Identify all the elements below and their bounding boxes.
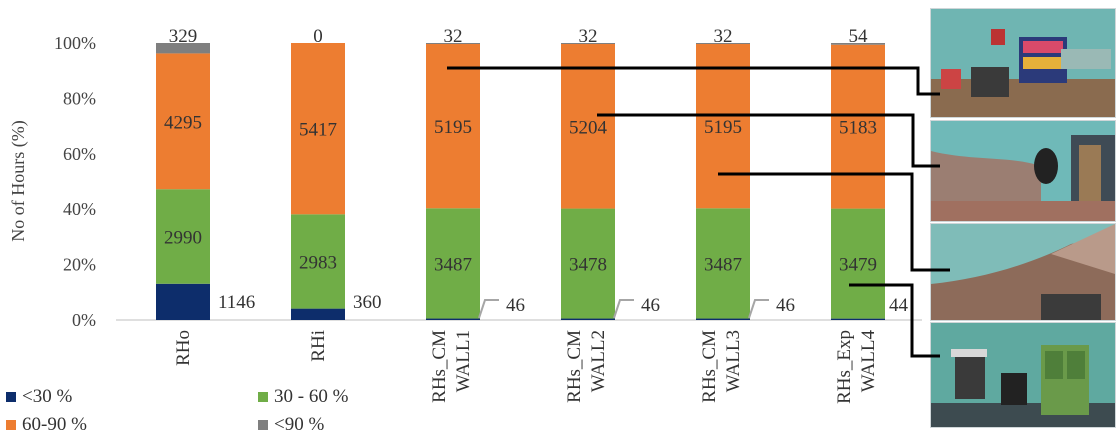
data-label-60-90: 5195	[704, 117, 742, 138]
data-label-30-60: 2990	[164, 227, 202, 248]
data-label-60-90: 5204	[569, 117, 608, 138]
data-label-gt90: 329	[169, 26, 198, 47]
data-label-lt30: 360	[353, 292, 382, 313]
bar-segment-30-60	[156, 189, 210, 284]
data-label-60-90: 5195	[434, 117, 472, 138]
data-label-gt90: 32	[579, 26, 598, 47]
y-tick-label: 60%	[63, 144, 96, 164]
data-label-lt30: 1146	[218, 292, 255, 313]
bar-segment-30-60	[291, 214, 345, 309]
legend-swatch-60-90	[6, 420, 16, 430]
stacked-bar-chart: 0% 20% 40% 60% 80% 100% 1146 2990 4295 329 360 298…	[8, 26, 922, 404]
legend-swatch-gt90	[258, 420, 268, 430]
bar-segment-lt30	[831, 318, 885, 320]
y-tick-label: 0%	[72, 310, 96, 330]
data-label-lt30: 46	[776, 295, 795, 316]
bar-segment-30-60	[426, 208, 480, 319]
bar-segment-lt30	[426, 318, 480, 320]
bar-segment-lt30	[291, 308, 345, 320]
y-tick-label: 80%	[63, 88, 96, 108]
bar-segment-gt90	[696, 43, 750, 45]
x-tick-label-line: RHi	[308, 330, 329, 362]
data-label-30-60: 3487	[434, 254, 472, 275]
legend-item-lt30: <30 %	[6, 386, 72, 408]
data-label-lt30: 44	[889, 295, 909, 316]
bar-segment-60-90	[156, 53, 210, 190]
bar-segment-lt30	[696, 318, 750, 320]
data-label-lt30: 46	[506, 295, 525, 316]
label-leader-line	[748, 299, 769, 319]
data-label-30-60: 3478	[569, 255, 607, 276]
bar-segment-lt30	[156, 283, 210, 320]
x-tick-label: RHs_CM WALL2	[564, 330, 609, 403]
y-tick-label: 100%	[54, 33, 96, 53]
chart-data-labels: 1146 2990 4295 329 360 2983 5417 0 46 3487 5195 32 4…	[164, 26, 909, 319]
data-label-gt90: 32	[714, 26, 733, 47]
wall3-photo	[930, 223, 1116, 321]
legend-item-30-60: 30 - 60 %	[258, 386, 348, 408]
wall1-photo	[930, 8, 1116, 118]
legend-label-60-90: 60-90 %	[22, 414, 87, 435]
legend-swatch-lt30	[6, 392, 16, 402]
y-tick-label: 40%	[63, 199, 96, 219]
x-tick-label-line: RHs_CM	[564, 330, 585, 403]
data-label-60-90: 4295	[164, 112, 202, 133]
legend-label-lt30: <30 %	[22, 386, 73, 407]
label-leader-line	[478, 299, 499, 319]
chart-bars	[156, 43, 885, 320]
x-tick-label-line: WALL4	[858, 330, 879, 393]
bar-segment-60-90	[291, 43, 345, 215]
x-tick-label: RHs_CM WALL1	[429, 330, 474, 403]
legend-item-gt90: <90 %	[258, 414, 324, 436]
y-tick-label: 20%	[63, 255, 96, 275]
data-label-gt90: 32	[444, 26, 463, 47]
data-label-gt90: 54	[849, 26, 869, 47]
data-label-60-90: 5417	[299, 120, 337, 141]
y-axis-title: No of Hours (%)	[8, 120, 29, 241]
data-label-30-60: 3487	[704, 254, 742, 275]
data-label-30-60: 2983	[299, 252, 337, 273]
x-tick-label: RHs_Exp WALL4	[834, 330, 879, 404]
bar-segment-gt90	[156, 43, 210, 54]
chart-axes: 0% 20% 40% 60% 80% 100%	[54, 33, 922, 330]
x-tick-label-line: WALL2	[588, 330, 609, 392]
x-tick-label-line: WALL3	[723, 330, 744, 392]
label-leader-line	[613, 299, 634, 319]
bar-segment-gt90	[831, 43, 885, 45]
x-tick-label-line: RHs_CM	[429, 330, 450, 403]
data-label-gt90: 0	[313, 26, 323, 47]
x-tick-label-line: WALL1	[453, 330, 474, 392]
data-label-30-60: 3479	[839, 255, 877, 276]
data-label-lt30: 46	[641, 295, 660, 316]
legend-swatch-30-60	[258, 392, 268, 402]
legend-label-30-60: 30 - 60 %	[274, 386, 349, 407]
data-label-60-90: 5183	[839, 118, 877, 139]
bar-segment-30-60	[561, 208, 615, 319]
x-tick-label-line: RHs_Exp	[834, 330, 855, 404]
x-tick-label-line: RHo	[173, 330, 194, 366]
bar-segment-lt30	[561, 318, 615, 320]
wall2-photo	[930, 120, 1116, 222]
legend-label-gt90: <90 %	[274, 414, 325, 435]
chart-legend: <30 % 30 - 60 % 60-90 % <90 %	[6, 386, 426, 436]
wall4-photo	[930, 322, 1116, 428]
legend-item-60-90: 60-90 %	[6, 414, 87, 436]
x-tick-label-line: RHs_CM	[699, 330, 720, 403]
bar-segment-gt90	[426, 43, 480, 45]
x-tick-label: RHi	[308, 330, 329, 362]
bar-segment-gt90	[561, 43, 615, 45]
x-tick-label: RHo	[173, 330, 194, 366]
x-tick-label: RHs_CM WALL3	[699, 330, 744, 403]
